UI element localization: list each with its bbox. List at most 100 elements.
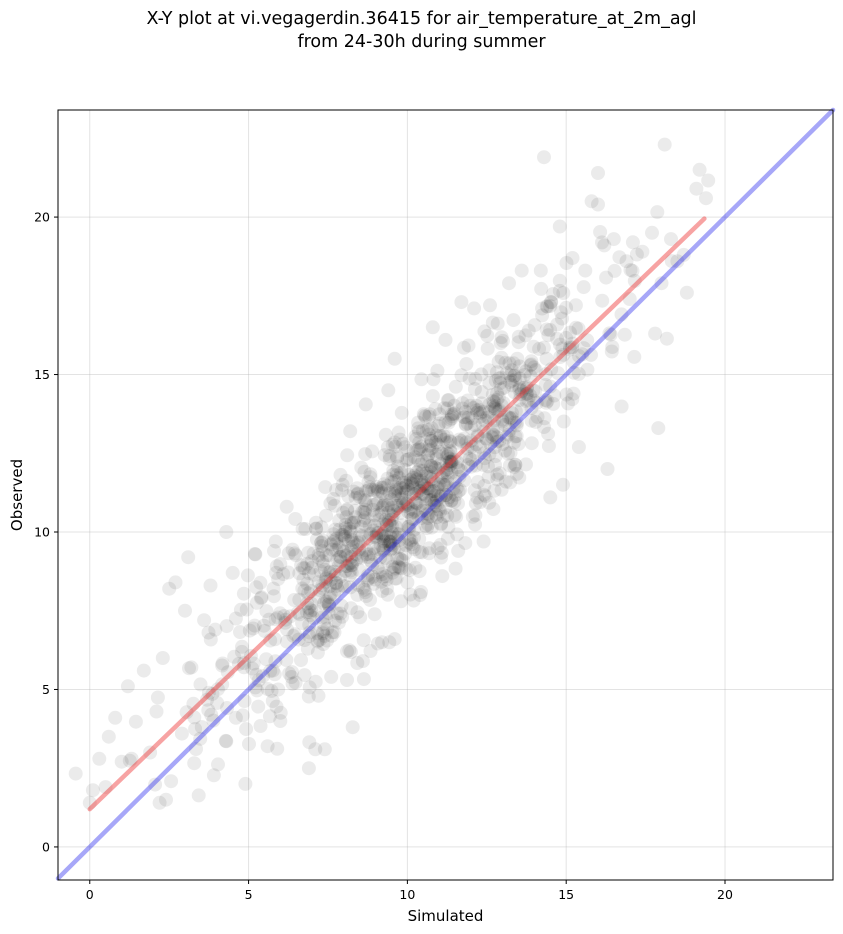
data-point xyxy=(595,235,609,250)
data-point xyxy=(440,449,455,464)
data-point xyxy=(319,571,334,586)
data-point xyxy=(319,610,334,625)
data-point xyxy=(366,540,381,555)
data-point xyxy=(627,349,642,364)
data-point xyxy=(448,561,463,576)
data-point xyxy=(543,295,558,309)
data-point xyxy=(357,493,372,507)
data-point xyxy=(370,484,385,499)
data-point xyxy=(399,496,414,511)
data-point xyxy=(315,554,330,569)
data-point xyxy=(508,404,523,419)
data-point xyxy=(85,783,100,798)
data-point xyxy=(259,652,274,667)
data-point xyxy=(301,545,316,560)
data-point xyxy=(124,751,139,766)
data-point xyxy=(482,363,497,378)
data-point xyxy=(322,599,337,614)
data-point xyxy=(566,386,581,401)
data-point xyxy=(386,467,400,482)
data-point xyxy=(419,488,434,503)
data-point xyxy=(442,451,457,466)
data-point xyxy=(473,406,488,421)
data-point xyxy=(480,410,495,425)
data-point xyxy=(388,439,403,454)
data-point xyxy=(563,340,577,355)
data-point xyxy=(454,368,469,383)
data-point xyxy=(607,263,622,278)
y-tick-label: 20 xyxy=(34,210,50,225)
data-point xyxy=(309,532,324,547)
data-point xyxy=(442,454,457,469)
data-point xyxy=(292,607,307,622)
data-point xyxy=(489,430,504,445)
data-point xyxy=(440,508,455,523)
data-point xyxy=(559,387,574,402)
data-point xyxy=(362,518,377,533)
data-point xyxy=(269,565,283,580)
x-axis-label: Simulated xyxy=(408,907,484,925)
data-point xyxy=(413,442,428,457)
data-point xyxy=(336,505,351,520)
data-point xyxy=(438,488,453,503)
data-point xyxy=(318,594,333,609)
data-point xyxy=(409,431,424,446)
data-point xyxy=(262,709,277,724)
data-point xyxy=(316,624,331,639)
data-point xyxy=(412,483,427,498)
data-point xyxy=(393,432,408,447)
y-tick-label: 5 xyxy=(42,682,50,697)
data-point xyxy=(365,502,380,517)
data-point xyxy=(453,482,468,497)
data-point xyxy=(390,459,405,474)
data-point xyxy=(429,451,444,466)
data-point xyxy=(259,604,274,619)
data-point xyxy=(324,628,339,643)
data-point xyxy=(325,542,340,557)
data-point xyxy=(597,238,612,253)
data-point xyxy=(249,595,264,610)
data-point xyxy=(350,605,365,620)
data-point xyxy=(399,484,414,499)
data-point xyxy=(369,529,384,543)
y-tick-label: 0 xyxy=(42,839,50,854)
data-point xyxy=(376,517,391,532)
data-point xyxy=(555,341,570,356)
data-point xyxy=(424,459,439,473)
data-point xyxy=(300,576,315,591)
data-point xyxy=(422,481,436,496)
data-point xyxy=(329,543,344,557)
data-point xyxy=(431,488,446,503)
data-point xyxy=(357,582,372,597)
data-point xyxy=(155,651,170,665)
data-point xyxy=(436,465,451,480)
data-point xyxy=(367,518,382,533)
data-point xyxy=(519,394,534,409)
data-point xyxy=(383,534,398,549)
data-point xyxy=(467,301,482,316)
data-point xyxy=(420,481,435,496)
data-point xyxy=(392,551,407,566)
data-point xyxy=(403,472,418,487)
data-point xyxy=(510,351,525,366)
data-point xyxy=(490,467,505,482)
data-point xyxy=(627,273,642,288)
data-point xyxy=(345,555,360,569)
data-point xyxy=(430,480,445,495)
data-point xyxy=(384,475,399,490)
data-point xyxy=(654,276,669,291)
data-point xyxy=(343,580,358,595)
data-point xyxy=(378,512,393,527)
data-point xyxy=(306,610,321,625)
data-point xyxy=(414,466,429,481)
data-point xyxy=(625,263,640,278)
data-point xyxy=(263,633,278,648)
data-point xyxy=(375,635,389,650)
data-point xyxy=(459,357,474,371)
data-point xyxy=(514,263,529,278)
data-point xyxy=(517,368,532,382)
data-point xyxy=(563,325,577,340)
data-point xyxy=(386,562,401,577)
data-point xyxy=(444,465,459,480)
data-point xyxy=(443,435,458,449)
